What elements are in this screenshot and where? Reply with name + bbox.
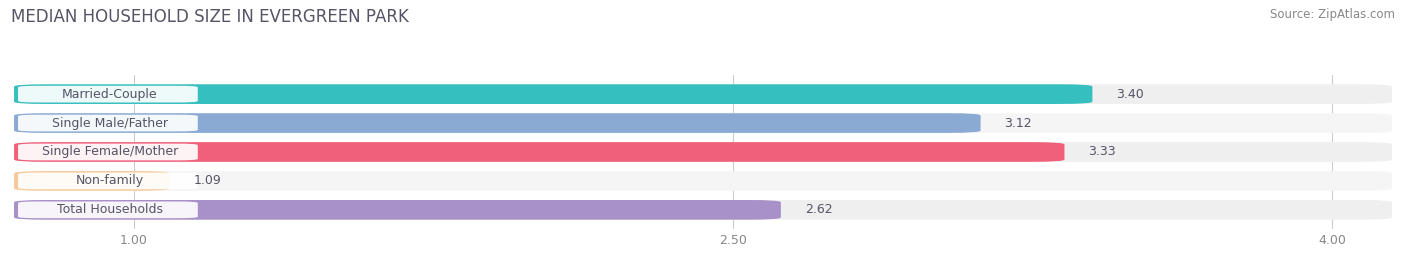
FancyBboxPatch shape	[18, 115, 198, 132]
FancyBboxPatch shape	[18, 144, 198, 160]
Text: 3.40: 3.40	[1116, 88, 1144, 101]
FancyBboxPatch shape	[14, 84, 1392, 104]
FancyBboxPatch shape	[14, 142, 1392, 162]
Text: Non-family: Non-family	[76, 174, 143, 187]
FancyBboxPatch shape	[14, 84, 1092, 104]
Text: 3.33: 3.33	[1088, 146, 1116, 158]
FancyBboxPatch shape	[18, 201, 198, 218]
Text: Source: ZipAtlas.com: Source: ZipAtlas.com	[1270, 8, 1395, 21]
Text: Single Female/Mother: Single Female/Mother	[42, 146, 179, 158]
Text: MEDIAN HOUSEHOLD SIZE IN EVERGREEN PARK: MEDIAN HOUSEHOLD SIZE IN EVERGREEN PARK	[11, 8, 409, 26]
FancyBboxPatch shape	[14, 142, 1064, 162]
FancyBboxPatch shape	[14, 200, 780, 220]
FancyBboxPatch shape	[14, 113, 980, 133]
Text: Total Households: Total Households	[56, 203, 163, 216]
Text: 3.12: 3.12	[1004, 116, 1032, 130]
FancyBboxPatch shape	[14, 113, 1392, 133]
Text: 1.09: 1.09	[194, 174, 222, 187]
FancyBboxPatch shape	[18, 172, 198, 189]
Text: 2.62: 2.62	[804, 203, 832, 216]
Text: Married-Couple: Married-Couple	[62, 88, 157, 101]
Text: Single Male/Father: Single Male/Father	[52, 116, 167, 130]
FancyBboxPatch shape	[14, 171, 170, 191]
FancyBboxPatch shape	[18, 86, 198, 102]
FancyBboxPatch shape	[14, 171, 1392, 191]
FancyBboxPatch shape	[14, 200, 1392, 220]
